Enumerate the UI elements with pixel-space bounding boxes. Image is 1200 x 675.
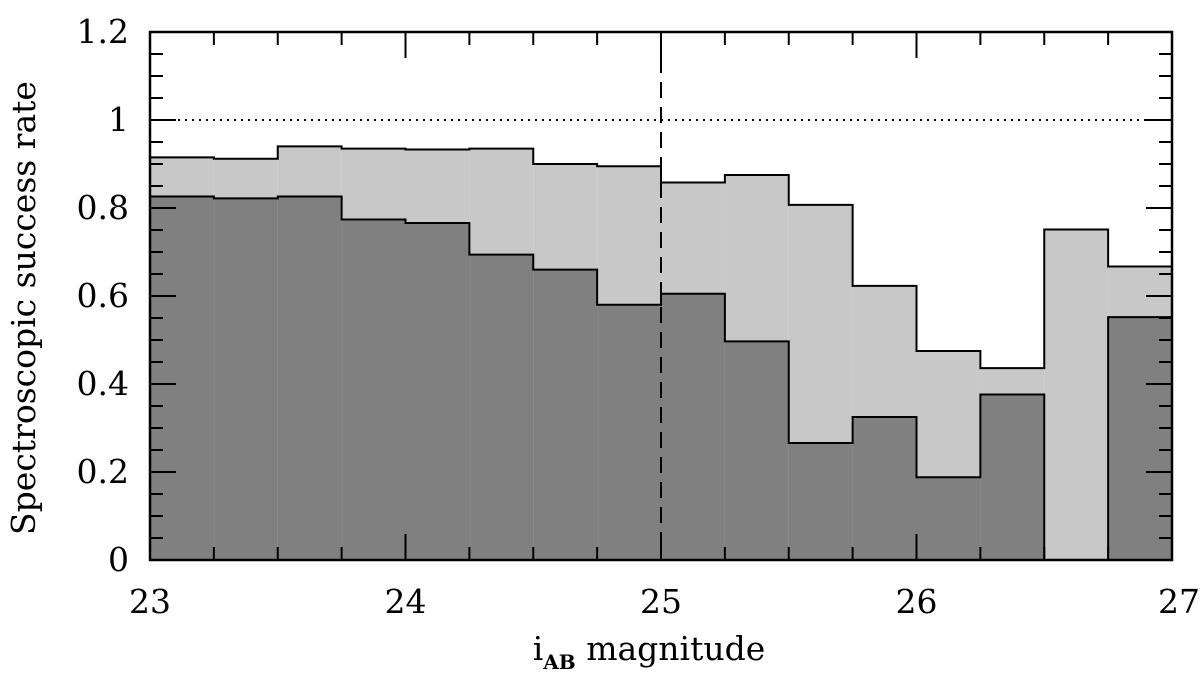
y-tick-label: 1.2 <box>77 12 129 51</box>
bar-series2-bin4 <box>341 219 406 560</box>
bar-series2-bin1 <box>150 196 214 560</box>
bar-series1-bin15 <box>1044 229 1109 560</box>
bar-series2-bin3 <box>277 196 342 560</box>
axis-ticks <box>149 31 1173 561</box>
x-axis-title: iAB magnitude <box>533 629 766 674</box>
x-axis-title-subscript: AB <box>542 650 575 674</box>
y-axis-title: Spectroscopic success rate <box>4 81 43 535</box>
x-tick-label: 25 <box>640 582 682 621</box>
y-tick-label: 0.6 <box>77 276 129 315</box>
bar-series2-bin5 <box>405 222 470 560</box>
bar-series2-bin10 <box>724 341 789 560</box>
bar-series2-bin11 <box>788 442 853 560</box>
x-tick-label: 24 <box>385 582 427 621</box>
bar-series2-bin7 <box>533 269 598 560</box>
bar-series2-bin2 <box>213 198 278 560</box>
x-axis-title-rest: magnitude <box>576 629 766 668</box>
x-tick-label: 27 <box>1158 582 1200 621</box>
reference-lines <box>150 32 1172 560</box>
x-axis-title-main: i <box>533 629 544 668</box>
bar-series2-bin16 <box>1108 317 1172 560</box>
bar-series2-bin8 <box>597 304 661 560</box>
y-tick-label: 0 <box>108 540 129 579</box>
bar-series2-bin14 <box>980 394 1045 560</box>
bar-series2-bin9 <box>661 293 725 560</box>
bar-series2-bin12 <box>852 417 917 560</box>
y-tick-label: 0.2 <box>77 452 129 491</box>
tick-labels: 23 24 25 26 27 0 0.2 0.4 0.6 0.8 1 1.2 <box>77 12 1200 621</box>
step-outline-series2 <box>150 195 1172 561</box>
y-tick-label: 0.8 <box>77 188 129 227</box>
x-tick-label: 26 <box>896 582 938 621</box>
bar-series2-bin6 <box>469 254 534 560</box>
bar-series2-bin13 <box>916 477 981 560</box>
x-tick-label: 23 <box>129 582 171 621</box>
y-tick-label: 0.4 <box>77 364 129 403</box>
histogram-bars <box>150 145 1173 561</box>
y-tick-label: 1 <box>108 100 129 139</box>
